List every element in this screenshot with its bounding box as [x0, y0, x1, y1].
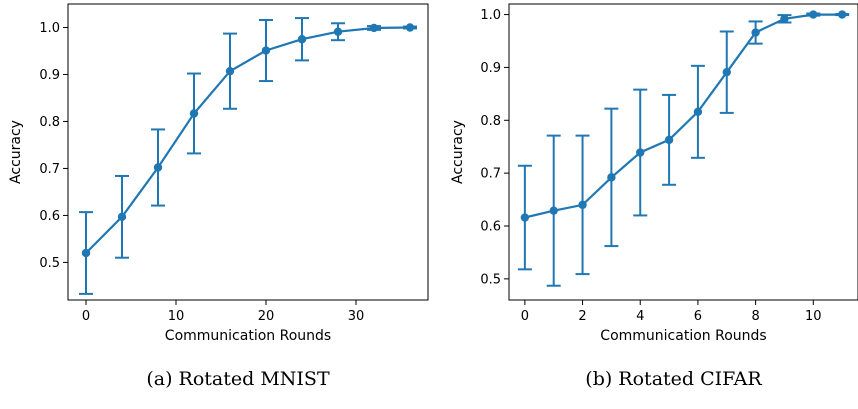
data-point [693, 107, 703, 117]
x-tick-label: 4 [636, 309, 644, 324]
data-point [664, 135, 674, 145]
data-point [261, 46, 271, 55]
y-tick-label: 0.9 [39, 68, 60, 83]
data-point [405, 23, 415, 32]
x-tick-label: 10 [168, 309, 185, 324]
y-tick-label: 0.9 [480, 61, 501, 76]
chart-panel-a: 0 10 20 30 0.5 0.6 0.7 0.8 0.9 1.0 Communication R… [8, 3, 429, 390]
data-point [117, 212, 127, 222]
y-tick-label: 0.7 [480, 167, 501, 182]
y-tick-label: 1.0 [480, 8, 501, 23]
data-point [837, 10, 847, 19]
y-tick-label: 0.8 [480, 114, 501, 129]
data-point [636, 148, 645, 157]
x-tick-label: 0 [82, 309, 90, 324]
data-point [722, 67, 731, 77]
data-point [189, 109, 199, 118]
y-tick-label: 1.0 [39, 21, 60, 36]
panel-caption: (a) Rotated MNIST [146, 368, 330, 390]
x-tick-label: 10 [805, 309, 822, 324]
y-tick-label: 0.8 [39, 115, 60, 130]
y-tick-label: 0.5 [39, 256, 60, 271]
data-point [578, 200, 587, 210]
y-axis-label: Accuracy [8, 120, 24, 184]
series-line [524, 13, 843, 219]
data-point [607, 173, 616, 182]
panel-caption: (b) Rotated CIFAR [585, 368, 762, 390]
data-point [549, 206, 558, 215]
x-tick-label: 8 [751, 309, 759, 324]
x-tick-label: 2 [578, 309, 586, 324]
plot-frame [508, 3, 858, 301]
data-point [81, 248, 91, 258]
data-point [225, 66, 235, 76]
data-point [297, 35, 307, 44]
x-axis-label: Communication Rounds [600, 328, 766, 344]
series-line [85, 26, 411, 254]
y-axis-label: Accuracy [450, 120, 466, 184]
y-tick-label: 0.5 [480, 272, 501, 287]
x-tick-label: 6 [694, 309, 702, 324]
y-tick-label: 0.6 [39, 209, 60, 224]
x-tick-label: 30 [348, 309, 365, 324]
x-tick-label: 20 [258, 309, 275, 324]
y-tick-label: 0.6 [480, 220, 501, 235]
data-point [751, 28, 760, 37]
data-point [520, 213, 530, 222]
x-tick-label: 0 [521, 309, 529, 324]
chart-panel-b: 0 2 4 6 8 10 0.5 0.6 0.7 0.8 0.9 1.0 Communication R… [450, 3, 858, 390]
data-point [809, 10, 818, 19]
x-axis-label: Communication Rounds [165, 328, 331, 344]
plot-frame [67, 3, 429, 301]
data-point [780, 14, 789, 23]
data-point [333, 27, 343, 36]
data-point [153, 163, 163, 172]
y-tick-label: 0.7 [39, 162, 60, 177]
data-point [369, 23, 379, 33]
